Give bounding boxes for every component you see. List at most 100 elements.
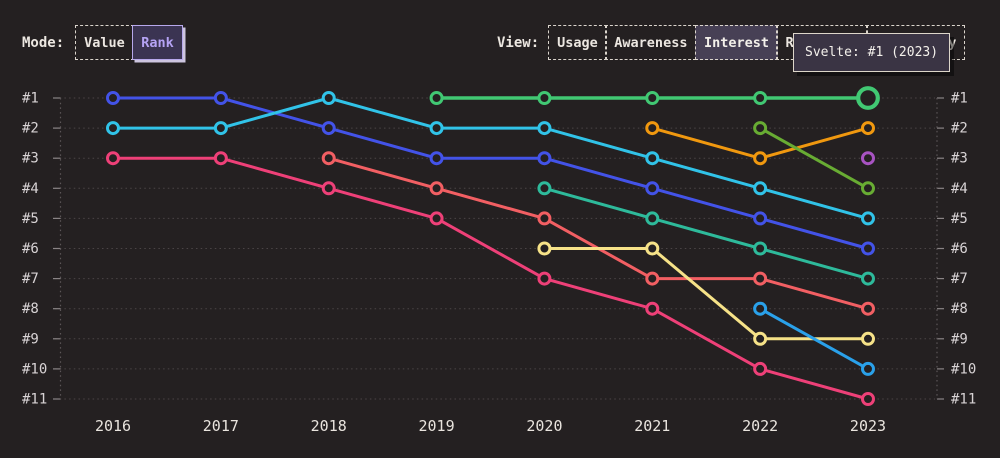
mode-label: Mode: <box>22 34 65 51</box>
data-point[interactable] <box>645 211 660 226</box>
rank-label-right: #5 <box>951 211 968 227</box>
tooltip-text: Svelte: #1 (2023) <box>805 45 939 60</box>
rank-label-right: #11 <box>951 392 976 408</box>
data-point[interactable] <box>537 181 552 196</box>
rank-label-right: #7 <box>951 271 968 287</box>
data-point[interactable] <box>321 151 336 166</box>
data-point[interactable] <box>537 271 552 286</box>
mode-value-button[interactable]: Value <box>75 25 134 60</box>
data-point-highlighted[interactable] <box>856 86 880 110</box>
rank-label-right: #8 <box>951 301 968 317</box>
year-label: 2019 <box>419 417 455 435</box>
data-point[interactable] <box>860 181 875 196</box>
data-point[interactable] <box>860 121 875 136</box>
data-point[interactable] <box>645 181 660 196</box>
view-interest-button[interactable]: Interest <box>694 25 778 60</box>
data-point[interactable] <box>753 241 768 256</box>
data-point[interactable] <box>860 241 875 256</box>
data-point[interactable] <box>537 151 552 166</box>
rank-label-left: #9 <box>22 331 39 347</box>
data-point[interactable] <box>321 121 336 136</box>
series-line-series-olive <box>758 126 870 190</box>
data-point[interactable] <box>860 151 875 166</box>
data-point[interactable] <box>537 91 552 105</box>
rank-label-left: #4 <box>22 181 39 197</box>
rank-label-right: #10 <box>951 361 976 377</box>
data-point[interactable] <box>645 241 660 256</box>
data-point[interactable] <box>753 151 768 166</box>
series-line-series-cyan <box>111 96 870 220</box>
data-point[interactable] <box>645 121 660 136</box>
rank-label-left: #8 <box>22 301 39 317</box>
data-point[interactable] <box>106 151 120 166</box>
rank-label-right: #1 <box>951 91 968 107</box>
tooltip: Svelte: #1 (2023) <box>793 33 951 72</box>
data-point[interactable] <box>645 151 660 166</box>
rank-label-left: #6 <box>22 241 39 257</box>
data-point[interactable] <box>645 271 660 286</box>
series-line-series-teal <box>542 186 870 281</box>
series-line-series-salmon <box>327 156 870 311</box>
data-point[interactable] <box>753 301 768 316</box>
view-usage-button[interactable]: Usage <box>548 25 607 60</box>
data-point[interactable] <box>537 121 552 136</box>
data-point[interactable] <box>429 181 444 196</box>
series-line-series-sky <box>758 307 870 371</box>
data-point[interactable] <box>213 151 228 166</box>
data-point[interactable] <box>753 91 768 105</box>
data-point[interactable] <box>753 331 768 346</box>
rank-label-right: #3 <box>951 151 968 167</box>
rank-label-left: #7 <box>22 271 39 287</box>
data-point[interactable] <box>106 91 120 105</box>
rank-label-left: #1 <box>22 91 39 107</box>
view-awareness-button[interactable]: Awareness <box>605 25 697 60</box>
year-label: 2020 <box>526 417 562 435</box>
data-point[interactable] <box>537 211 552 226</box>
data-point[interactable] <box>753 361 768 376</box>
year-label: 2021 <box>634 417 670 435</box>
data-point[interactable] <box>429 121 444 136</box>
data-point[interactable] <box>753 181 768 196</box>
data-point[interactable] <box>860 211 875 226</box>
data-point[interactable] <box>860 271 875 286</box>
mode-buttons: Value Rank <box>75 25 183 60</box>
data-point[interactable] <box>860 331 875 346</box>
data-point[interactable] <box>860 361 875 376</box>
rank-label-left: #10 <box>22 361 47 377</box>
data-point[interactable] <box>645 301 660 316</box>
year-label: 2022 <box>742 417 778 435</box>
mode-rank-button[interactable]: Rank <box>132 25 183 60</box>
view-label: View: <box>497 34 540 51</box>
data-point[interactable] <box>321 91 336 105</box>
data-point[interactable] <box>860 301 875 316</box>
data-point[interactable] <box>213 121 228 136</box>
rank-label-left: #2 <box>22 121 39 137</box>
year-label: 2017 <box>203 417 239 435</box>
data-point[interactable] <box>537 241 552 256</box>
year-label: 2018 <box>311 417 347 435</box>
data-point[interactable] <box>429 211 444 226</box>
data-point[interactable] <box>645 91 660 105</box>
rank-label-left: #11 <box>22 392 47 408</box>
data-point[interactable] <box>860 392 875 406</box>
rank-label-right: #4 <box>951 181 968 197</box>
data-point[interactable] <box>429 151 444 166</box>
rank-label-right: #6 <box>951 241 968 257</box>
data-point[interactable] <box>753 211 768 226</box>
year-label: 2023 <box>850 417 886 435</box>
data-point[interactable] <box>753 121 768 136</box>
series-line-series-pink <box>111 156 870 401</box>
mode-toggle-group: Mode: Value Rank <box>22 25 183 60</box>
data-point[interactable] <box>429 91 444 105</box>
rank-label-left: #5 <box>22 211 39 227</box>
series-line-series-blue <box>111 96 870 250</box>
rank-label-right: #9 <box>951 331 968 347</box>
year-label: 2016 <box>95 417 131 435</box>
data-point[interactable] <box>106 121 120 136</box>
data-point[interactable] <box>213 91 228 105</box>
rank-label-left: #3 <box>22 151 39 167</box>
data-point[interactable] <box>321 181 336 196</box>
data-point[interactable] <box>753 271 768 286</box>
